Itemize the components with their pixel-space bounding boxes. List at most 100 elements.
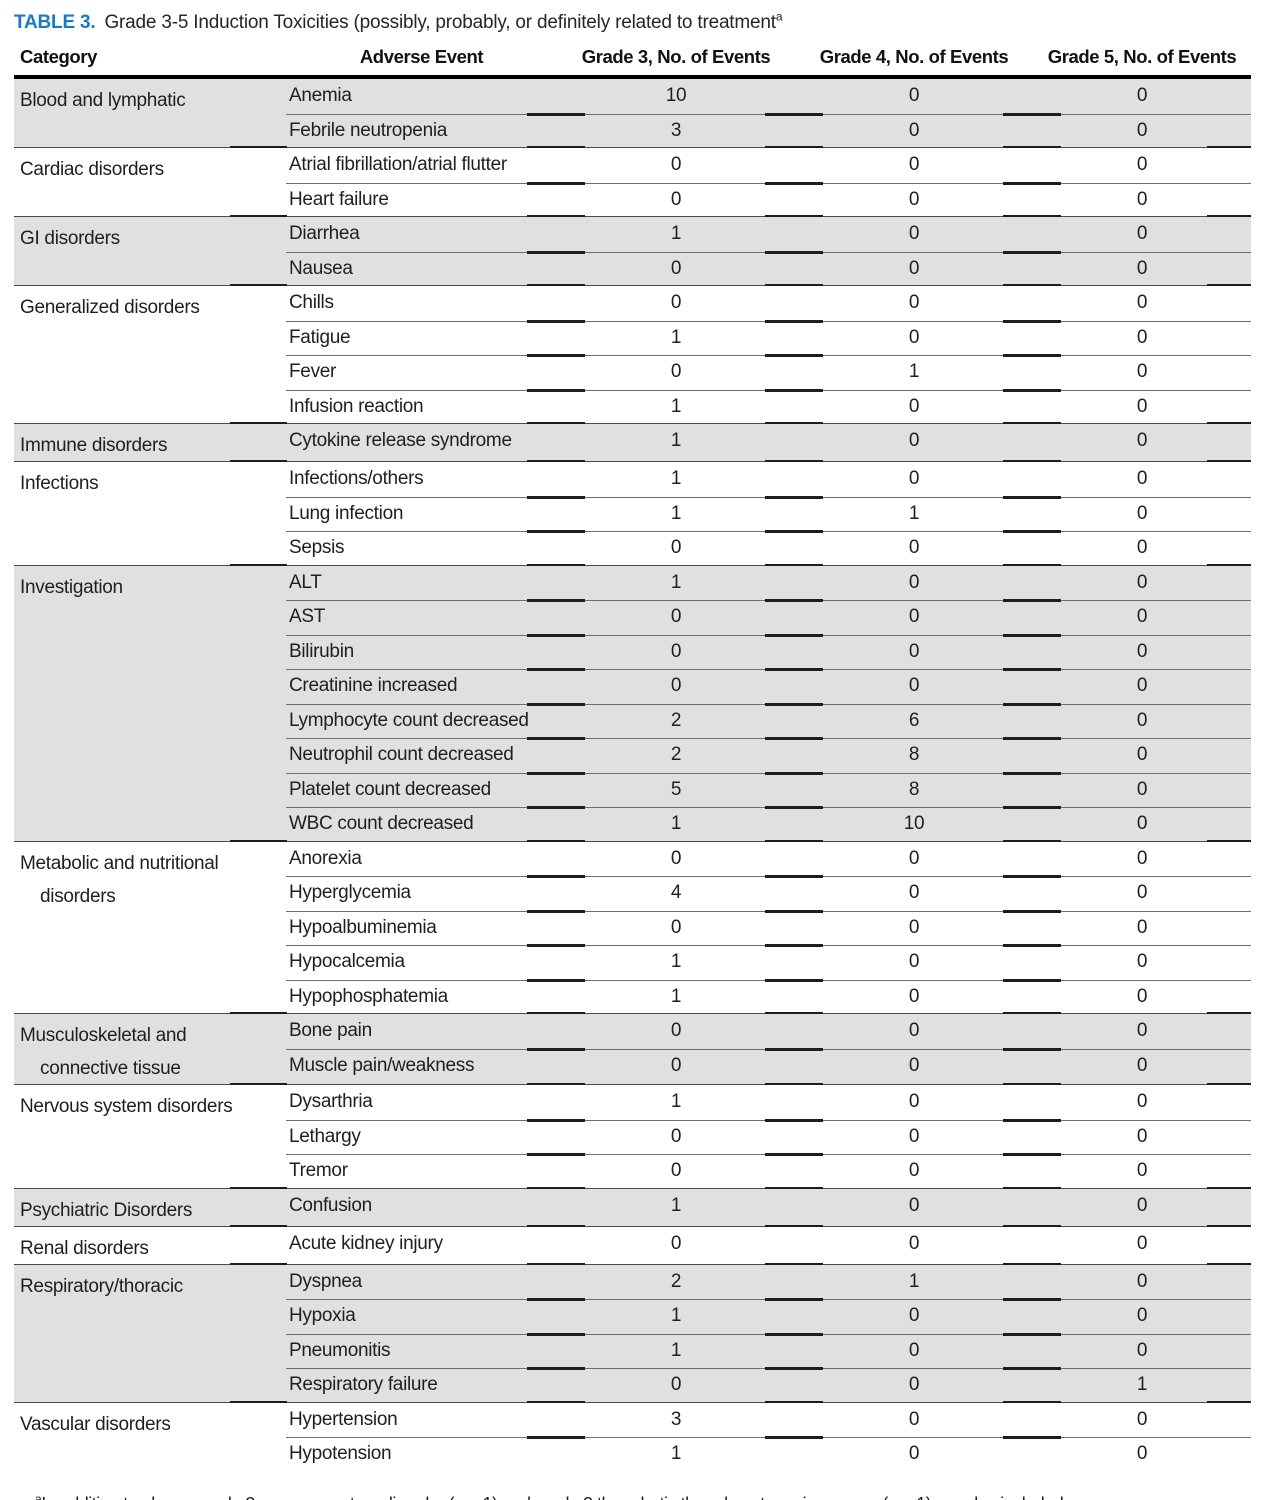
divider-dark-segment [765, 181, 823, 185]
adverse-event-cell: Infections/others [289, 468, 424, 490]
divider-dark-segment [765, 1083, 823, 1086]
group-rows: Anemia 10 0 0 Febrile neutropenia 3 0 0 [286, 79, 1251, 148]
divider-dark-segment [527, 284, 585, 287]
grade5-cell: 0 [1136, 502, 1148, 524]
grade5-cell: 0 [1136, 1194, 1148, 1216]
grade3-cell: 1 [670, 326, 682, 348]
table-row: Diarrhea 1 0 0 [286, 217, 1251, 254]
divider-dark-segment [1207, 1262, 1251, 1266]
grade5-cell: 0 [1136, 709, 1148, 731]
row-divider [286, 319, 1251, 323]
adverse-event-cell: Fever [289, 361, 337, 383]
table-row: Hypertension 3 0 0 [286, 1403, 1251, 1439]
table-row: Platelet count decreased 5 8 0 [286, 773, 1251, 809]
row-divider [286, 668, 1251, 671]
divider-dark-segment [527, 1367, 585, 1370]
grade4-cell: 0 [908, 223, 920, 245]
divider-dark-segment [765, 1224, 823, 1228]
divider-dark-segment [230, 460, 287, 463]
group-rows: Atrial fibrillation/atrial flutter 0 0 0 Hea… [286, 148, 1251, 217]
grade5-cell: 0 [1136, 430, 1148, 452]
grade3-cell: 1 [670, 1091, 682, 1113]
grade5-cell: 0 [1136, 1339, 1148, 1361]
table-header-row: Category Adverse Event Grade 3, No. of E… [14, 44, 1251, 75]
adverse-event-cell: Muscle pain/weakness [289, 1054, 475, 1076]
row-divider [286, 599, 1251, 602]
grade5-cell: 0 [1136, 537, 1148, 559]
divider-dark-segment [765, 1262, 823, 1266]
grade3-cell: 2 [670, 709, 682, 731]
divider-dark-segment [765, 1436, 823, 1439]
category-cell: Investigation [20, 576, 123, 598]
divider-dark-segment [765, 737, 823, 740]
divider-dark-segment [527, 388, 585, 392]
divider-dark-segment [1003, 250, 1061, 254]
divider-dark-segment [1003, 146, 1061, 149]
table-row: Hypotension 1 0 0 [286, 1437, 1251, 1472]
grade5-cell: 0 [1136, 468, 1148, 490]
grade4-cell: 1 [908, 502, 920, 524]
divider-dark-segment [765, 875, 823, 878]
divider-dark-segment [527, 771, 585, 775]
divider-dark-segment [1003, 806, 1061, 809]
grade3-cell: 0 [670, 1160, 682, 1182]
grade5-cell: 0 [1136, 1305, 1148, 1327]
divider-dark-segment [1003, 668, 1061, 671]
divider-dark-segment [230, 422, 287, 425]
grade5-cell: 0 [1136, 606, 1148, 628]
grade3-cell: 0 [670, 606, 682, 628]
grade5-cell: 0 [1136, 778, 1148, 800]
grade3-cell: 1 [670, 395, 682, 417]
column-header-grade3: Grade 3, No. of Events [581, 46, 771, 67]
adverse-event-cell: Fatigue [289, 326, 351, 348]
grade4-cell: 0 [908, 257, 920, 279]
grade4-cell: 0 [908, 468, 920, 490]
divider-dark-segment [1003, 1153, 1061, 1156]
grade3-cell: 0 [670, 640, 682, 662]
row-divider [286, 388, 1251, 392]
grade3-cell: 0 [670, 154, 682, 176]
divider-dark-segment [1207, 284, 1251, 287]
grade5-cell: 0 [1136, 1443, 1148, 1465]
footnote-text: In addition to above, grade 3 nervous sy… [41, 1494, 1068, 1500]
table-row: Confusion 1 0 0 [286, 1189, 1251, 1224]
divider-dark-segment [527, 112, 585, 116]
table-row: Infections/others 1 0 0 [286, 462, 1251, 499]
divider-dark-segment [527, 250, 585, 254]
grade5-cell: 0 [1136, 1054, 1148, 1076]
table-row: Fatigue 1 0 0 [286, 321, 1251, 357]
category-cell: Blood and lymphatic [20, 90, 186, 111]
grade4-cell: 0 [908, 326, 920, 348]
group-rows: Confusion 1 0 0 [286, 1189, 1251, 1227]
divider-dark-segment [765, 1118, 823, 1122]
row-divider [286, 771, 1251, 775]
adverse-event-cell: Platelet count decreased [289, 778, 491, 800]
adverse-event-cell: Hypocalcemia [289, 951, 405, 973]
divider-dark-segment [765, 563, 823, 567]
column-header-category: Category [20, 46, 97, 67]
divider-dark-segment [1003, 1224, 1061, 1228]
grade5-cell: 0 [1136, 154, 1148, 176]
grade5-cell: 0 [1136, 675, 1148, 697]
row-divider [286, 530, 1251, 533]
grade4-cell: 0 [908, 675, 920, 697]
divider-dark-segment [1003, 702, 1061, 706]
adverse-event-cell: Dysarthria [289, 1091, 373, 1113]
grade3-cell: 0 [670, 257, 682, 279]
grade5-cell: 0 [1136, 395, 1148, 417]
grade4-cell: 0 [908, 537, 920, 559]
table-row: Neutrophil count decreased 2 8 0 [286, 738, 1251, 775]
divider-dark-segment [765, 1047, 823, 1051]
divider-dark-segment [1003, 284, 1061, 287]
divider-dark-segment [527, 563, 585, 567]
divider-dark-segment [1003, 944, 1061, 947]
category-group: Nervous system disorders Dysarthria 1 0 0 Let… [14, 1085, 1251, 1190]
divider-dark-segment [1003, 1118, 1061, 1122]
row-divider [286, 978, 1251, 982]
row-divider [286, 875, 1251, 878]
adverse-event-cell: Anorexia [289, 847, 362, 869]
divider-dark-segment [527, 1436, 585, 1439]
divider-dark-segment [527, 1083, 585, 1086]
divider-dark-segment [765, 354, 823, 357]
divider-dark-segment [765, 1153, 823, 1156]
